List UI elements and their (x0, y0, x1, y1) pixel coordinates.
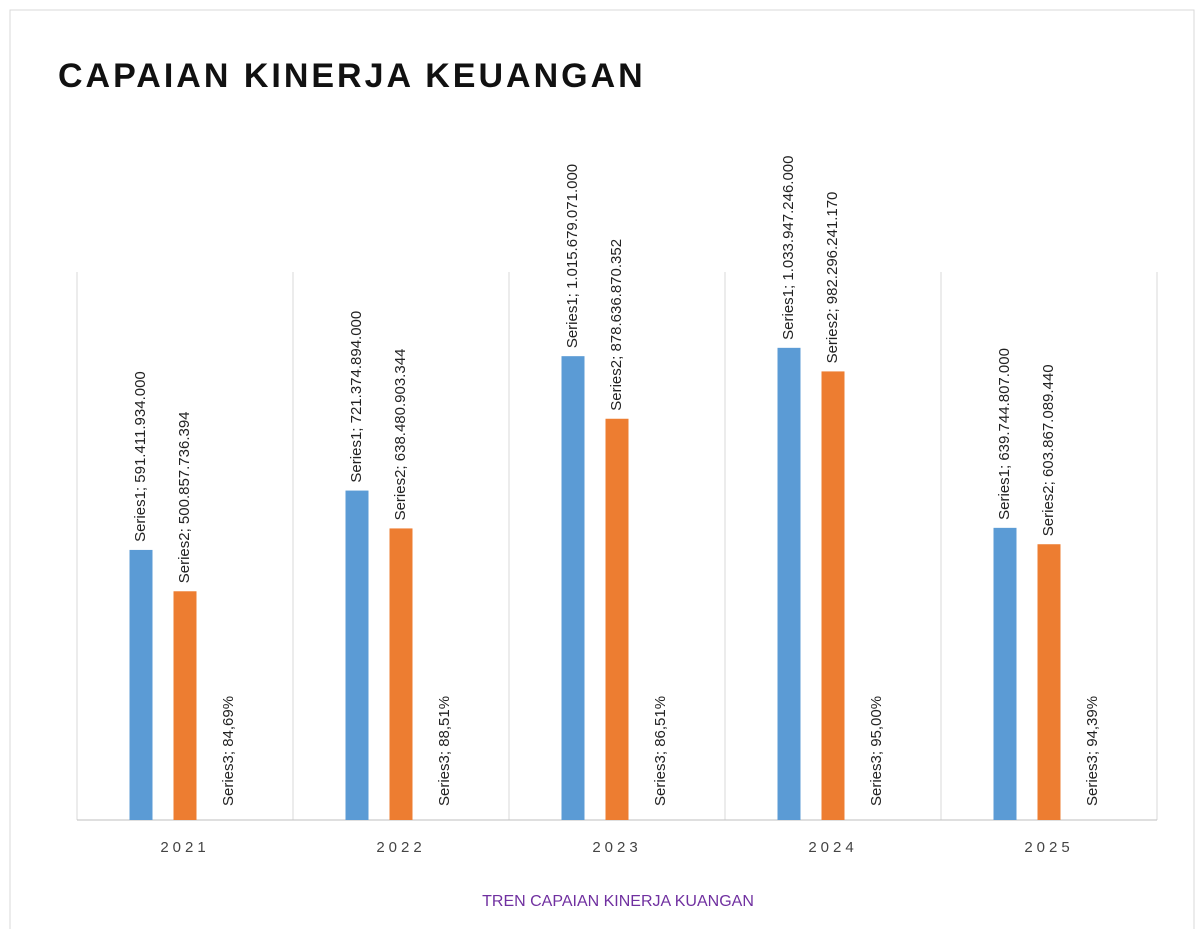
bar (777, 347, 801, 820)
data-label: Series2; 638.480.903.344 (392, 349, 409, 521)
data-label: Series2; 878.636.870.352 (608, 239, 625, 411)
data-label: Series3; 84,69% (220, 696, 237, 806)
data-label: Series3; 95,00% (868, 696, 885, 806)
data-label: Series2; 982.296.241.170 (824, 192, 841, 364)
data-label: Series1; 639.744.807.000 (996, 348, 1013, 520)
x-tick-label: 2024 (808, 839, 857, 856)
chart-subtitle: TREN CAPAIAN KINERJA KUANGAN (482, 893, 754, 910)
data-label: Series1; 1.015.679.071.000 (564, 164, 581, 348)
bar (1037, 544, 1061, 820)
bar (345, 490, 369, 820)
x-tick-label: 2025 (1024, 839, 1073, 856)
data-label: Series3; 86,51% (652, 696, 669, 806)
data-label: Series2; 603.867.089.440 (1040, 364, 1057, 536)
bar (389, 528, 413, 820)
bar (561, 356, 585, 820)
data-label: Series3; 94,39% (1084, 696, 1101, 806)
x-tick-label: 2023 (592, 839, 641, 856)
x-tick-label: 2021 (160, 839, 209, 856)
data-label: Series1; 1.033.947.246.000 (780, 156, 797, 340)
bar (605, 418, 629, 820)
data-label: Series1; 591.411.934.000 (132, 371, 149, 542)
x-tick-label: 2022 (376, 839, 425, 856)
bar (821, 371, 845, 820)
bar (129, 549, 153, 820)
bar (173, 591, 197, 820)
bar (993, 527, 1017, 820)
data-label: Series1; 721.374.894.000 (348, 311, 365, 483)
data-label: Series3; 88,51% (436, 696, 453, 806)
chart-title: CAPAIAN KINERJA KEUANGAN (58, 57, 646, 95)
data-label: Series2; 500.857.736.394 (176, 411, 193, 583)
